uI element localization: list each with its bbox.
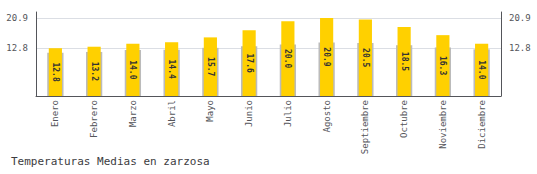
svg-text:14.0: 14.0 — [128, 60, 137, 79]
svg-text:Julio: Julio — [283, 100, 293, 127]
svg-text:12.8: 12.8 — [6, 43, 28, 53]
svg-text:13.2: 13.2 — [90, 62, 99, 81]
svg-text:Octubre: Octubre — [399, 100, 409, 138]
svg-text:Temperaturas Medias en zarzosa: Temperaturas Medias en zarzosa — [11, 155, 210, 168]
svg-text:20.9: 20.9 — [509, 13, 531, 23]
svg-text:17.6: 17.6 — [245, 54, 254, 73]
svg-text:20.9: 20.9 — [6, 13, 28, 23]
svg-text:20.0: 20.0 — [283, 49, 292, 68]
svg-text:14.4: 14.4 — [167, 59, 176, 78]
svg-text:Noviembre: Noviembre — [438, 100, 448, 149]
svg-text:20.9: 20.9 — [322, 47, 331, 66]
svg-text:16.3: 16.3 — [438, 56, 447, 75]
svg-text:Febrero: Febrero — [89, 100, 99, 138]
svg-text:18.5: 18.5 — [400, 52, 409, 71]
svg-text:Agosto: Agosto — [322, 100, 332, 133]
svg-text:Abril: Abril — [167, 100, 177, 127]
svg-text:Diciembre: Diciembre — [477, 100, 487, 149]
svg-text:12.8: 12.8 — [51, 62, 60, 81]
svg-text:15.7: 15.7 — [206, 57, 215, 76]
svg-text:20.5: 20.5 — [361, 48, 370, 67]
svg-text:Marzo: Marzo — [128, 100, 138, 127]
svg-text:Mayo: Mayo — [205, 100, 215, 122]
svg-text:Enero: Enero — [50, 100, 60, 127]
svg-text:14.0: 14.0 — [477, 60, 486, 79]
svg-text:12.8: 12.8 — [509, 43, 531, 53]
svg-text:Junio: Junio — [244, 100, 254, 127]
svg-text:Septiembre: Septiembre — [360, 100, 370, 154]
